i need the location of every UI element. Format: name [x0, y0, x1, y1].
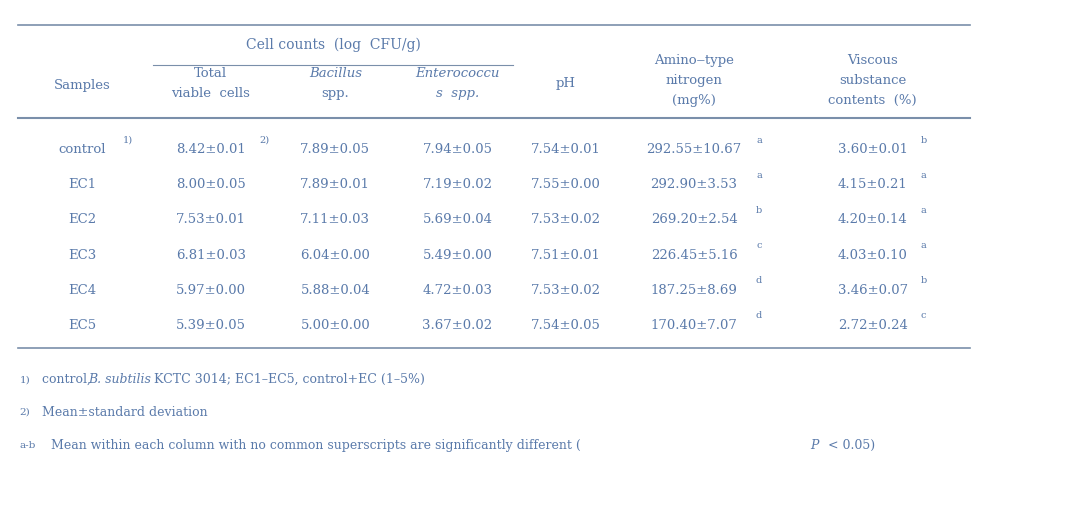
Text: Bacillus: Bacillus: [309, 68, 361, 80]
Text: 8.42±0.01: 8.42±0.01: [176, 143, 245, 156]
Text: control,: control,: [38, 373, 95, 386]
Text: 8.00±0.05: 8.00±0.05: [176, 178, 245, 191]
Text: a: a: [920, 241, 927, 250]
Text: EC1: EC1: [68, 178, 97, 191]
Text: 5.97±0.00: 5.97±0.00: [176, 284, 246, 297]
Text: 2): 2): [259, 136, 270, 145]
Text: 7.89±0.01: 7.89±0.01: [301, 178, 370, 191]
Text: 1): 1): [123, 136, 133, 145]
Text: Total: Total: [194, 68, 228, 80]
Text: 187.25±8.69: 187.25±8.69: [651, 284, 738, 297]
Text: Mean within each column with no common superscripts are significantly different : Mean within each column with no common s…: [47, 439, 580, 451]
Text: 4.03±0.10: 4.03±0.10: [838, 249, 907, 261]
Text: 7.51±0.01: 7.51±0.01: [531, 249, 601, 261]
Text: control: control: [59, 143, 106, 156]
Text: 7.54±0.05: 7.54±0.05: [531, 319, 601, 332]
Text: B. subtilis: B. subtilis: [88, 373, 151, 386]
Text: Enterococcu: Enterococcu: [416, 68, 500, 80]
Text: d: d: [756, 312, 762, 320]
Text: nitrogen: nitrogen: [665, 74, 723, 87]
Text: 7.53±0.02: 7.53±0.02: [531, 213, 601, 227]
Text: 7.19±0.02: 7.19±0.02: [422, 178, 493, 191]
Text: c: c: [756, 241, 762, 250]
Text: 292.90±3.53: 292.90±3.53: [651, 178, 738, 191]
Text: a: a: [920, 171, 927, 180]
Text: 2): 2): [20, 408, 30, 417]
Text: 269.20±2.54: 269.20±2.54: [651, 213, 738, 227]
Text: a: a: [756, 171, 762, 180]
Text: b: b: [756, 206, 762, 215]
Text: Amino‒type: Amino‒type: [654, 54, 733, 67]
Text: EC2: EC2: [68, 213, 97, 227]
Text: 5.39±0.05: 5.39±0.05: [176, 319, 246, 332]
Text: 7.53±0.01: 7.53±0.01: [176, 213, 246, 227]
Text: 292.55±10.67: 292.55±10.67: [647, 143, 742, 156]
Text: pH: pH: [556, 77, 576, 90]
Text: Viscous: Viscous: [847, 54, 898, 67]
Text: b: b: [920, 276, 927, 285]
Text: Mean±standard deviation: Mean±standard deviation: [38, 406, 208, 419]
Text: 7.11±0.03: 7.11±0.03: [301, 213, 370, 227]
Text: s  spp.: s spp.: [436, 87, 480, 100]
Text: 170.40±7.07: 170.40±7.07: [651, 319, 738, 332]
Text: 226.45±5.16: 226.45±5.16: [651, 249, 738, 261]
Text: Samples: Samples: [54, 79, 111, 92]
Text: substance: substance: [839, 74, 906, 87]
Text: 7.54±0.01: 7.54±0.01: [531, 143, 601, 156]
Text: P: P: [809, 439, 818, 451]
Text: a-b: a-b: [20, 441, 36, 450]
Text: EC4: EC4: [68, 284, 97, 297]
Text: spp.: spp.: [321, 87, 349, 100]
Text: 3.60±0.01: 3.60±0.01: [838, 143, 907, 156]
Text: 7.89±0.05: 7.89±0.05: [301, 143, 370, 156]
Text: 7.55±0.00: 7.55±0.00: [531, 178, 601, 191]
Text: d: d: [756, 276, 762, 285]
Text: Cell counts  (log  CFU/g): Cell counts (log CFU/g): [245, 37, 421, 52]
Text: a: a: [920, 206, 927, 215]
Text: EC5: EC5: [68, 319, 97, 332]
Text: 4.20±0.14: 4.20±0.14: [838, 213, 907, 227]
Text: b: b: [920, 136, 927, 145]
Text: 1): 1): [20, 375, 30, 384]
Text: c: c: [921, 312, 927, 320]
Text: 6.81±0.03: 6.81±0.03: [176, 249, 246, 261]
Text: contents  (%): contents (%): [828, 93, 917, 107]
Text: 6.04±0.00: 6.04±0.00: [301, 249, 370, 261]
Text: 4.15±0.21: 4.15±0.21: [838, 178, 907, 191]
Text: 4.72±0.03: 4.72±0.03: [422, 284, 493, 297]
Text: 2.72±0.24: 2.72±0.24: [838, 319, 907, 332]
Text: 5.69±0.04: 5.69±0.04: [422, 213, 493, 227]
Text: 5.00±0.00: 5.00±0.00: [301, 319, 370, 332]
Text: viable  cells: viable cells: [171, 87, 251, 100]
Text: 3.67±0.02: 3.67±0.02: [422, 319, 493, 332]
Text: 7.94±0.05: 7.94±0.05: [422, 143, 493, 156]
Text: 5.49±0.00: 5.49±0.00: [423, 249, 493, 261]
Text: KCTC 3014; EC1–EC5, control+EC (1–5%): KCTC 3014; EC1–EC5, control+EC (1–5%): [150, 373, 424, 386]
Text: 5.88±0.04: 5.88±0.04: [301, 284, 370, 297]
Text: a: a: [756, 136, 762, 145]
Text: < 0.05): < 0.05): [824, 439, 875, 451]
Text: (mg%): (mg%): [672, 93, 716, 107]
Text: 7.53±0.02: 7.53±0.02: [531, 284, 601, 297]
Text: 3.46±0.07: 3.46±0.07: [838, 284, 908, 297]
Text: EC3: EC3: [68, 249, 97, 261]
